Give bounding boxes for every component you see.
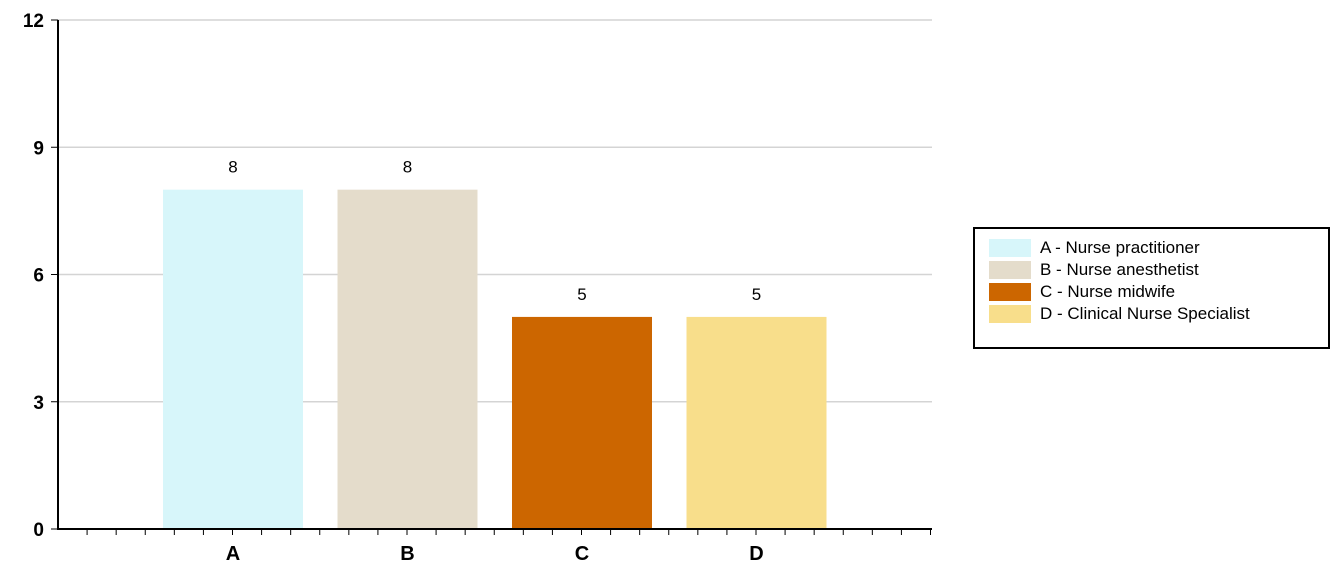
data-label-b: 8 xyxy=(403,158,412,177)
data-label-c: 5 xyxy=(577,285,586,304)
axes xyxy=(51,19,932,535)
labels: 0 3 6 9 12 8 A 8 B 5 C 5 D xyxy=(23,11,764,565)
legend-label-a: A - Nurse practitioner xyxy=(1040,238,1200,257)
y-tick-label: 6 xyxy=(33,266,44,287)
legend-item-a: A - Nurse practitioner xyxy=(989,237,1328,259)
x-tick-label-c: C xyxy=(575,543,589,565)
y-tick-label: 9 xyxy=(33,138,44,159)
legend-swatch-b xyxy=(989,261,1031,279)
bar-b xyxy=(337,189,478,529)
bar-a xyxy=(163,189,303,529)
data-label-d: 5 xyxy=(752,285,761,304)
y-tick-label: 3 xyxy=(33,393,44,414)
bars xyxy=(163,189,827,529)
x-tick-label-d: D xyxy=(749,543,763,565)
x-tick-label-b: B xyxy=(400,543,414,565)
bar-c xyxy=(512,316,652,529)
x-tick-label-a: A xyxy=(226,543,240,565)
y-tick-label: 0 xyxy=(33,520,44,541)
chart-legend: A - Nurse practitioner B - Nurse anesthe… xyxy=(973,227,1330,349)
legend-swatch-d xyxy=(989,305,1031,323)
y-tick-label: 12 xyxy=(23,11,44,32)
legend-label-c: C - Nurse midwife xyxy=(1040,282,1176,301)
legend-swatch-a xyxy=(989,239,1031,257)
data-label-a: 8 xyxy=(228,158,237,177)
legend-label-d: D - Clinical Nurse Specialist xyxy=(1040,304,1250,323)
legend-item-d: D - Clinical Nurse Specialist xyxy=(989,303,1328,325)
legend-item-c: C - Nurse midwife xyxy=(989,281,1328,303)
legend-label-b: B - Nurse anesthetist xyxy=(1040,260,1199,279)
legend-swatch-c xyxy=(989,283,1031,301)
bar-d xyxy=(686,316,827,529)
bar-chart: 0 3 6 9 12 8 A 8 B 5 C 5 D xyxy=(23,11,932,565)
legend-item-b: B - Nurse anesthetist xyxy=(989,259,1328,281)
